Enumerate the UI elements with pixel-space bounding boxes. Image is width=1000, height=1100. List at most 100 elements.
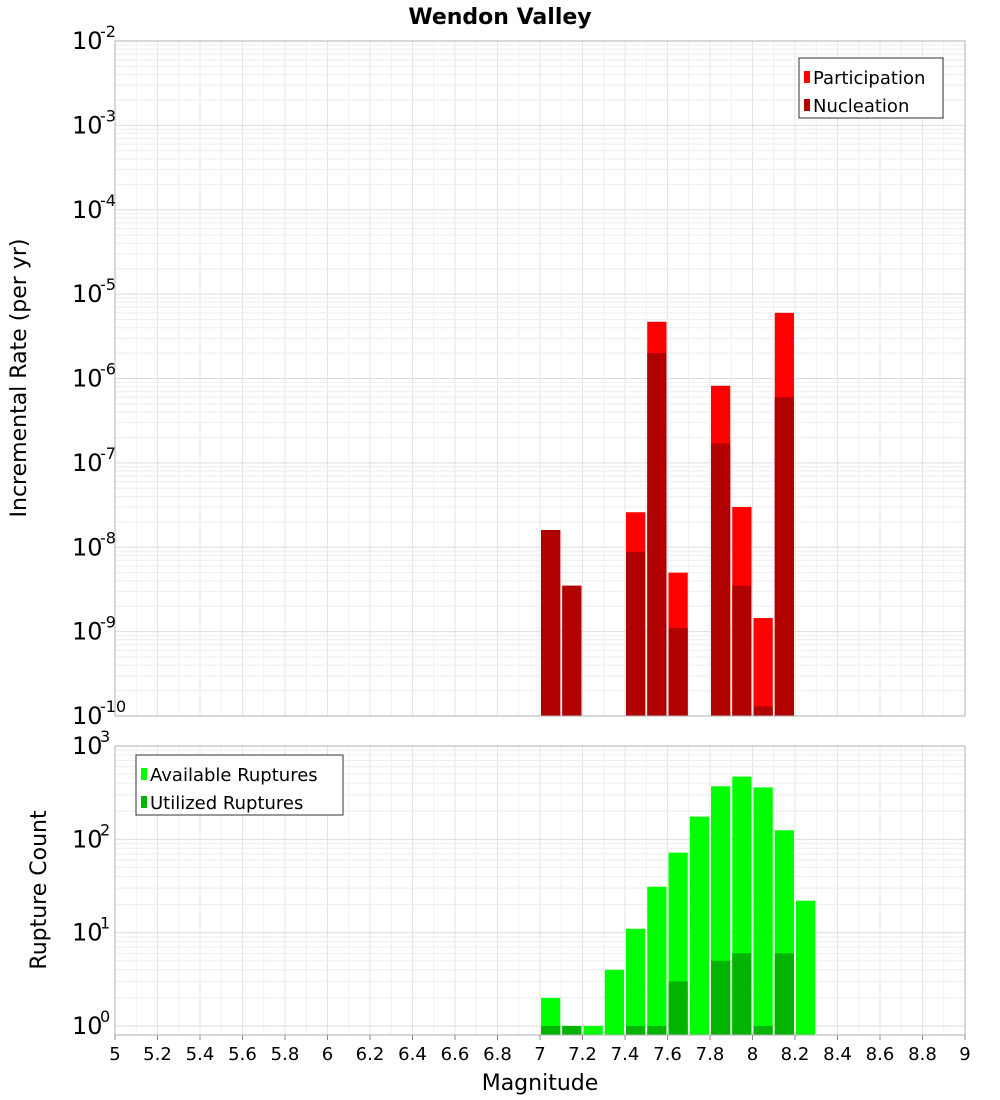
top-plot-frame [114, 40, 966, 717]
x-tick-label: 8.4 [823, 1044, 852, 1065]
svg-text:-10: -10 [100, 697, 126, 716]
svg-text:10: 10 [72, 702, 103, 730]
bar-utilized-ruptures-7_55 [647, 1025, 667, 1035]
svg-text:10: 10 [72, 919, 103, 947]
svg-text:10: 10 [72, 27, 103, 55]
svg-text:10: 10 [72, 533, 103, 561]
bar-utilized-ruptures-7_65 [668, 981, 688, 1035]
y-tick-label: 10-3 [72, 106, 116, 139]
bar-available-ruptures-7_25 [583, 1025, 603, 1035]
x-tick-label: 6.8 [483, 1044, 512, 1065]
y-tick-label: 10-7 [72, 444, 116, 477]
top-legend: Participation Nucleation [798, 57, 944, 119]
svg-text:10: 10 [72, 1012, 103, 1040]
legend-swatch [804, 99, 810, 111]
svg-text:2: 2 [100, 820, 110, 839]
svg-text:-3: -3 [100, 106, 116, 125]
x-tick-label: 7.4 [611, 1044, 640, 1065]
svg-text:-8: -8 [100, 528, 116, 547]
svg-text:-6: -6 [100, 360, 116, 379]
bar-participation-8_05 [753, 618, 773, 716]
svg-text:-7: -7 [100, 444, 116, 463]
y-tick-label: 10-8 [72, 528, 116, 561]
bar-nucleation-8_15 [774, 397, 794, 716]
legend-swatch [141, 768, 147, 780]
y-tick-label: 10-9 [72, 613, 116, 646]
bar-utilized-ruptures-7_15 [562, 1025, 582, 1035]
bar-available-ruptures-8_25 [796, 900, 816, 1035]
x-tick-label: 7.6 [653, 1044, 682, 1065]
x-tick-label: 6.6 [441, 1044, 470, 1065]
bar-nucleation-7_45 [626, 551, 646, 716]
svg-text:0: 0 [100, 1007, 110, 1026]
y-tick-label: 101 [72, 914, 110, 947]
top-y-axis-label: Incremental Rate (per yr) [7, 239, 32, 518]
x-tick-label: 7 [534, 1044, 545, 1065]
x-axis-label: Magnitude [482, 1071, 599, 1096]
legend-swatch [804, 71, 810, 83]
bar-nucleation-7_85 [711, 443, 731, 716]
x-tick-label: 5.8 [271, 1044, 300, 1065]
bar-available-ruptures-7_45 [626, 928, 646, 1035]
svg-text:10: 10 [72, 618, 103, 646]
x-tick-label: 8.6 [866, 1044, 895, 1065]
svg-text:-5: -5 [100, 275, 116, 294]
svg-text:10: 10 [72, 365, 103, 393]
x-tick-label: 6.2 [356, 1044, 385, 1065]
legend-entry: Nucleation [813, 96, 909, 117]
legend-entry: Utilized Ruptures [150, 793, 303, 814]
chart-title: Wendon Valley [408, 5, 591, 30]
y-tick-label: 10-10 [72, 697, 126, 730]
bar-utilized-ruptures-7_85 [711, 960, 731, 1035]
svg-text:10: 10 [72, 449, 103, 477]
x-tick-label: 7.2 [568, 1044, 597, 1065]
legend-box [798, 57, 944, 119]
y-tick-label: 10-4 [72, 191, 116, 224]
y-tick-label: 10-6 [72, 360, 116, 393]
x-tick-label: 7.8 [696, 1044, 725, 1065]
svg-text:-9: -9 [100, 613, 116, 632]
svg-text:-2: -2 [100, 22, 116, 41]
x-tick-label: 5.6 [228, 1044, 257, 1065]
svg-text:-4: -4 [100, 191, 116, 210]
bar-available-ruptures-7_05 [541, 997, 561, 1035]
bar-available-ruptures-8_05 [753, 787, 773, 1035]
x-tick-label: 5 [109, 1044, 120, 1065]
bar-utilized-ruptures-8_15 [774, 953, 794, 1035]
x-tick-label: 6.4 [398, 1044, 427, 1065]
bar-nucleation-7_95 [732, 585, 752, 716]
bar-utilized-ruptures-7_95 [732, 953, 752, 1035]
x-ticks: 5 5.2 5.4 5.6 5.8 6 6.2 6.4 6.6 6.8 7 7.2 7.4 7.6 7.8 8… [109, 1035, 971, 1065]
bottom-y-axis-label: Rupture Count [27, 810, 52, 970]
svg-text:10: 10 [72, 825, 103, 853]
x-tick-label: 5.4 [186, 1044, 215, 1065]
legend-swatch [141, 796, 147, 808]
bottom-bars [541, 776, 816, 1035]
bar-utilized-ruptures-7_45 [626, 1025, 646, 1035]
bottom-legend: Available Ruptures Utilized Ruptures [135, 754, 344, 816]
svg-text:10: 10 [72, 196, 103, 224]
legend-entry: Participation [813, 68, 925, 89]
y-tick-label: 10-5 [72, 275, 116, 308]
bar-nucleation-8_05 [753, 706, 773, 716]
x-tick-label: 5.2 [143, 1044, 172, 1065]
svg-text:10: 10 [72, 732, 103, 760]
legend-box [135, 754, 344, 816]
y-tick-label: 103 [72, 727, 110, 760]
bar-available-ruptures-7_35 [604, 969, 624, 1035]
y-tick-label: 10-2 [72, 22, 116, 55]
top-bars [541, 312, 794, 716]
x-tick-label: 9 [959, 1044, 970, 1065]
bar-nucleation-7_15 [562, 585, 582, 716]
top-grid [114, 40, 966, 717]
bar-utilized-ruptures-7_05 [541, 1025, 561, 1035]
svg-text:1: 1 [100, 914, 110, 933]
bar-utilized-ruptures-8_05 [753, 1025, 773, 1035]
bar-nucleation-7_05 [541, 530, 561, 716]
svg-text:3: 3 [100, 727, 110, 746]
x-tick-label: 8 [747, 1044, 758, 1065]
bar-nucleation-7_55 [647, 353, 667, 716]
